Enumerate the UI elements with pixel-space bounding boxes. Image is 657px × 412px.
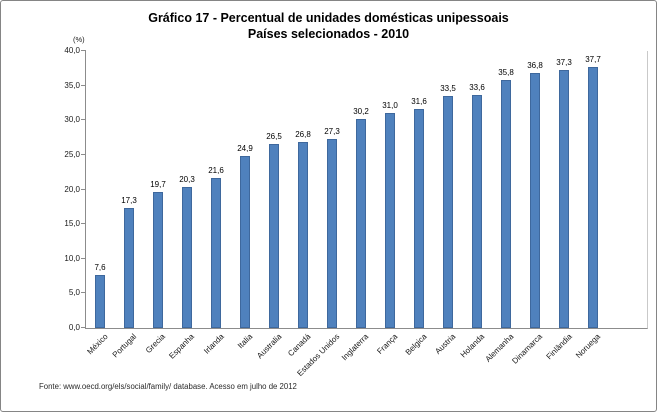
y-axis-tick — [81, 327, 86, 328]
bar-austria — [443, 96, 453, 328]
chart-title-block: Gráfico 17 - Percentual de unidades domé… — [1, 10, 656, 43]
y-axis-tick-label: 25,0 — [64, 149, 80, 159]
y-axis-tick — [81, 50, 86, 51]
bar-dinamarca — [530, 73, 540, 328]
bar-value-label: 33,6 — [469, 83, 485, 92]
y-axis-tick-label: 5,0 — [68, 288, 80, 298]
y-axis-tick-label: 30,0 — [64, 115, 80, 125]
x-axis-labels: México Portugal Grecia Espanha Irlanda Italia… — [85, 332, 646, 402]
y-axis-tick-label: 40,0 — [64, 46, 80, 55]
y-axis-tick — [81, 257, 86, 259]
bar-value-label: 20,3 — [179, 175, 195, 184]
x-axis-category-label: Grecia — [144, 332, 168, 356]
bar-italia — [240, 156, 250, 328]
y-axis-tick-label: 20,0 — [64, 184, 80, 194]
bar-value-label: 30,2 — [353, 107, 369, 116]
bar-irlanda — [211, 178, 221, 328]
y-axis-tick-label: 35,0 — [64, 80, 80, 90]
x-axis-category-label: México — [85, 332, 110, 357]
chart-subtitle: Países selecionados - 2010 — [247, 27, 410, 42]
bar-value-label: 26,5 — [266, 132, 282, 141]
bar-grecia — [153, 192, 163, 328]
bar-value-label: 37,3 — [556, 58, 572, 67]
y-axis-tick-label: 0,0 — [68, 323, 80, 332]
y-axis-tick — [81, 153, 86, 155]
bar-value-label: 35,8 — [498, 68, 514, 77]
bar-holanda — [472, 95, 482, 328]
x-axis-category-label: Irlanda — [201, 332, 226, 356]
x-axis-category-label: Noruega — [574, 332, 603, 361]
bar-value-label: 37,7 — [585, 55, 601, 64]
x-axis-category-label: Portugal — [110, 332, 139, 360]
bar-value-label: 31,0 — [382, 101, 398, 110]
bar-espanha — [182, 187, 192, 328]
x-axis-category-label: Canadá — [286, 332, 313, 359]
bar-value-label: 17,3 — [121, 196, 137, 205]
x-axis-category-label: Finlândia — [544, 332, 574, 362]
bar-belgica — [414, 109, 424, 328]
y-axis-tick-label: 15,0 — [64, 219, 80, 229]
x-axis-category-label: Inglaterra — [340, 332, 371, 363]
source-note: Fonte: www.oecd.org/els/social/family/ d… — [39, 382, 297, 391]
bar-finlândia — [559, 70, 569, 328]
bar-value-label: 21,6 — [208, 166, 224, 175]
plot-area: 0,0 5,0 10,0 15,0 20,0 25,0 30,0 35,0 40,0 7,6 17,… — [64, 46, 648, 332]
x-axis-category-label: Holanda — [458, 332, 487, 360]
x-axis-category-label: Austria — [433, 332, 458, 356]
x-axis-category-label: França — [375, 332, 400, 356]
bar-canadá — [298, 142, 308, 328]
bar-value-label: 24,9 — [237, 144, 253, 153]
bar-value-label: 7,6 — [94, 263, 106, 272]
bar-portugal — [124, 208, 134, 328]
bar-méxico — [95, 275, 105, 328]
x-axis-category-label: Dinamarca — [510, 332, 545, 366]
bar-frança — [385, 113, 395, 328]
chart-title: Gráfico 17 - Percentual de unidades domé… — [148, 11, 509, 25]
x-axis-category-label: Australia — [254, 332, 284, 361]
bar-value-label: 27,3 — [324, 127, 340, 136]
bar-estados-unidos — [327, 139, 337, 328]
y-axis-tick — [81, 119, 86, 121]
bar-value-label: 26,8 — [295, 130, 311, 139]
bar-value-label: 36,8 — [527, 61, 543, 70]
bar-alemanha — [501, 80, 511, 328]
y-axis-tick — [81, 223, 86, 225]
x-axis-category-label: Belgica — [403, 332, 429, 357]
y-axis-tick — [81, 292, 86, 294]
y-axis-tick-label: 10,0 — [64, 253, 80, 263]
y-axis-tick — [81, 188, 86, 190]
bar-value-label: 33,5 — [440, 84, 456, 93]
y-axis-unit-label: (%) — [73, 35, 85, 44]
bar-value-label: 19,7 — [150, 180, 166, 189]
bar-inglaterra — [356, 119, 366, 328]
bar-value-label: 31,6 — [411, 97, 427, 106]
x-axis-category-label: Espanha — [167, 332, 197, 361]
bar-noruega — [588, 67, 598, 328]
x-axis-category-label: Italia — [236, 332, 255, 351]
bar-australia — [269, 144, 279, 328]
y-axis-tick — [81, 84, 86, 86]
